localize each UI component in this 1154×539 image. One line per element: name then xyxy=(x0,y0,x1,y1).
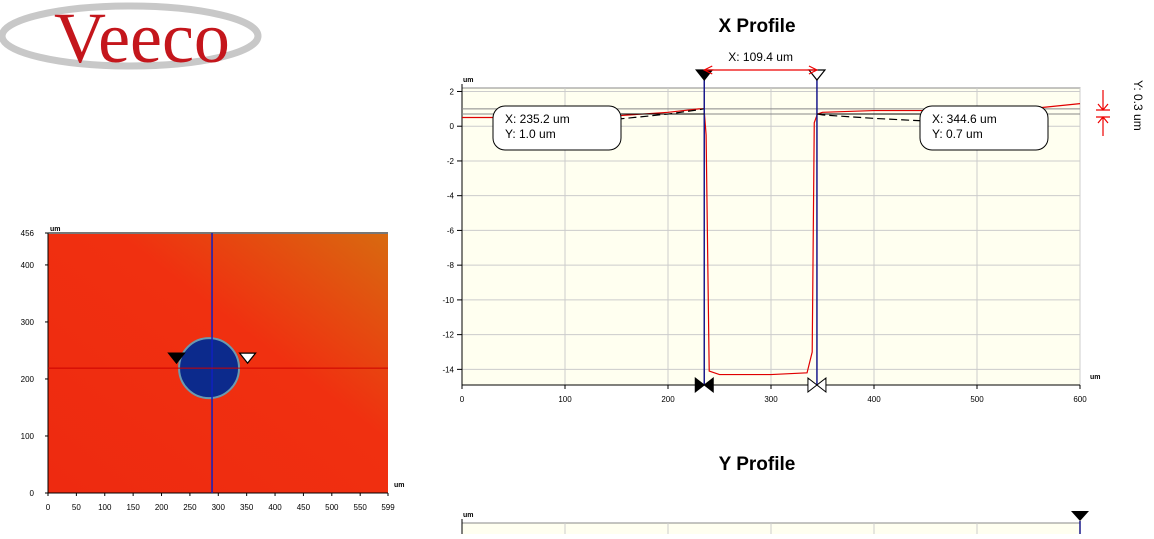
x-unit: um xyxy=(394,482,405,489)
x-tick-label: 50 xyxy=(72,503,81,512)
height-arrows xyxy=(1096,90,1110,136)
y-tick-label: -14 xyxy=(442,365,454,374)
x-tick-label: 0 xyxy=(460,395,465,404)
x-tick-label: 450 xyxy=(297,503,311,512)
y-tick-label: -10 xyxy=(442,296,454,305)
y-tick-label: 2 xyxy=(450,87,455,96)
x-tick-label: 400 xyxy=(268,503,282,512)
x-tick-label: 100 xyxy=(98,503,112,512)
x-tick-label: 150 xyxy=(126,503,140,512)
x-tick-label: 200 xyxy=(155,503,169,512)
y-unit: um xyxy=(463,77,474,84)
x-tick-label: 100 xyxy=(558,395,572,404)
cursor-marker xyxy=(696,70,712,80)
y-tick-label: 100 xyxy=(21,432,35,441)
annotation: Y: 0.3 um xyxy=(1131,80,1145,131)
x-tick-label: 250 xyxy=(183,503,197,512)
y-unit: um xyxy=(463,512,474,519)
screen: Veeco 0501001502002503003504004505005505… xyxy=(0,0,1154,534)
distance-arrow xyxy=(704,66,817,74)
x-tick-label: 500 xyxy=(325,503,339,512)
y-tick-label: -8 xyxy=(447,261,455,270)
cursor-marker xyxy=(1071,511,1089,521)
annotation: X: 344.6 um xyxy=(932,112,997,126)
annotation: Y: 0.7 um xyxy=(932,127,983,141)
x-tick-label: 400 xyxy=(867,395,881,404)
y-tick-label: 200 xyxy=(21,375,35,384)
x-tick-label: 550 xyxy=(354,503,368,512)
annotation: X: 235.2 um xyxy=(505,112,570,126)
logo: Veeco xyxy=(54,0,230,78)
annotation: X: 109.4 um xyxy=(728,50,793,64)
x-unit: um xyxy=(1090,374,1101,381)
x-tick-label: 599 xyxy=(381,503,395,512)
y-unit: um xyxy=(50,226,61,233)
y-tick-label: -4 xyxy=(447,192,455,201)
x-tick-label: 500 xyxy=(970,395,984,404)
y-tick-label: 456 xyxy=(21,229,35,238)
x-tick-label: 0 xyxy=(46,503,51,512)
y-tick-label: 300 xyxy=(21,318,35,327)
y-tick-label: 0 xyxy=(450,122,455,131)
x-tick-label: 300 xyxy=(212,503,226,512)
cursor-marker xyxy=(809,70,825,80)
chart-title: Y Profile xyxy=(719,454,796,475)
y-tick-label: -12 xyxy=(442,331,454,340)
x-tick-label: 200 xyxy=(661,395,675,404)
y-tick-label: -2 xyxy=(447,157,455,166)
y-tick-label: 0 xyxy=(30,489,35,498)
x-tick-label: 350 xyxy=(240,503,254,512)
annotation: Y: 1.0 um xyxy=(505,127,556,141)
y-tick-label: 400 xyxy=(21,261,35,270)
x-tick-label: 300 xyxy=(764,395,778,404)
y-tick-label: -6 xyxy=(447,226,455,235)
page: Veeco 0501001502002503003504004505005505… xyxy=(0,0,1154,539)
chart-title: X Profile xyxy=(718,16,795,37)
x-tick-label: 600 xyxy=(1073,395,1087,404)
